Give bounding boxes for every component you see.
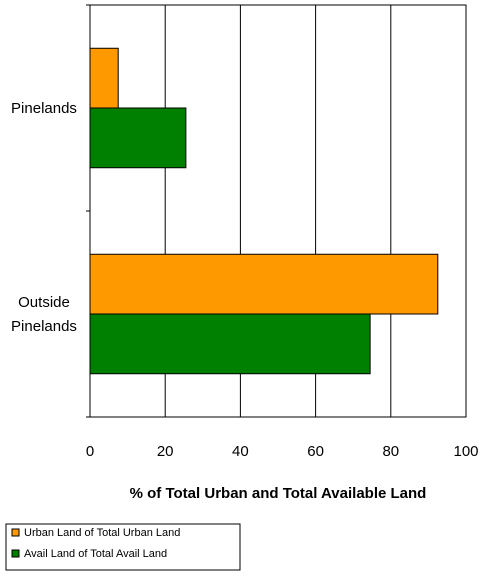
bars bbox=[89, 47, 439, 375]
x-tick-label: 60 bbox=[307, 443, 324, 460]
axes bbox=[86, 4, 90, 418]
legend-label: Urban Land of Total Urban Land bbox=[24, 527, 180, 539]
bar-urban-outside-pinelands bbox=[89, 253, 439, 315]
legend-label: Avail Land of Total Avail Land bbox=[24, 548, 167, 560]
category-label: Pinelands bbox=[11, 318, 77, 335]
bar-avail-pinelands bbox=[89, 107, 187, 169]
labels: 0 20 40 60 80 100 Pinelands Outside Pinelands bbox=[11, 100, 478, 460]
legend-box bbox=[5, 523, 241, 571]
x-tick-label: 20 bbox=[157, 443, 174, 460]
bar-avail-outside-pinelands bbox=[89, 313, 371, 375]
category-label: Outside bbox=[18, 294, 70, 311]
legend-swatch bbox=[11, 549, 20, 558]
category-label: Pinelands bbox=[11, 100, 77, 117]
x-tick-label: 80 bbox=[382, 443, 399, 460]
x-tick-label: 40 bbox=[232, 443, 249, 460]
bar-urban-pinelands bbox=[89, 47, 119, 109]
legend: Urban Land of Total Urban Land Avail Land… bbox=[5, 523, 241, 571]
x-tick-label: 100 bbox=[453, 443, 478, 460]
legend-swatch bbox=[11, 528, 20, 537]
x-axis-title: % of Total Urban and Total Available Lan… bbox=[130, 485, 427, 502]
x-tick-label: 0 bbox=[86, 443, 94, 460]
